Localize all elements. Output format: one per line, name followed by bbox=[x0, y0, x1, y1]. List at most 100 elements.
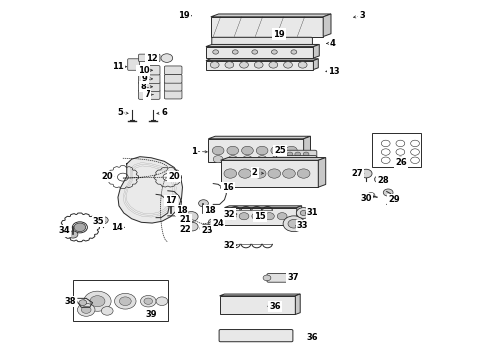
Circle shape bbox=[252, 50, 258, 54]
FancyBboxPatch shape bbox=[267, 274, 294, 282]
Circle shape bbox=[90, 296, 105, 307]
Circle shape bbox=[265, 213, 274, 220]
FancyBboxPatch shape bbox=[164, 75, 182, 83]
Text: 30: 30 bbox=[361, 194, 372, 203]
Circle shape bbox=[288, 220, 300, 228]
Text: 22: 22 bbox=[179, 225, 191, 234]
Ellipse shape bbox=[284, 62, 293, 68]
Circle shape bbox=[81, 306, 91, 313]
Text: 16: 16 bbox=[222, 183, 234, 192]
FancyBboxPatch shape bbox=[139, 54, 160, 62]
Circle shape bbox=[300, 211, 307, 216]
Circle shape bbox=[239, 169, 251, 178]
Ellipse shape bbox=[225, 62, 234, 68]
Text: 4: 4 bbox=[330, 39, 336, 48]
Text: 6: 6 bbox=[161, 108, 167, 117]
Text: 17: 17 bbox=[165, 196, 176, 205]
Circle shape bbox=[227, 146, 239, 155]
Circle shape bbox=[212, 146, 224, 155]
Text: 38: 38 bbox=[64, 297, 76, 306]
Polygon shape bbox=[118, 157, 182, 223]
Text: 9: 9 bbox=[142, 75, 147, 84]
FancyBboxPatch shape bbox=[139, 90, 160, 99]
Text: 14: 14 bbox=[111, 223, 123, 232]
Text: 34: 34 bbox=[58, 226, 70, 235]
Bar bbox=[211, 17, 323, 37]
Text: 32: 32 bbox=[223, 210, 235, 219]
Ellipse shape bbox=[254, 62, 263, 68]
Circle shape bbox=[360, 169, 372, 178]
FancyBboxPatch shape bbox=[212, 37, 313, 46]
Text: 24: 24 bbox=[212, 219, 224, 228]
Circle shape bbox=[303, 157, 309, 162]
Text: 19: 19 bbox=[178, 10, 190, 19]
Circle shape bbox=[226, 213, 236, 220]
FancyBboxPatch shape bbox=[164, 66, 182, 75]
Circle shape bbox=[257, 156, 267, 163]
Text: 36: 36 bbox=[307, 333, 318, 342]
Polygon shape bbox=[220, 158, 326, 160]
Text: 12: 12 bbox=[147, 54, 158, 63]
Circle shape bbox=[156, 297, 168, 306]
Text: 8: 8 bbox=[141, 82, 146, 91]
Circle shape bbox=[291, 50, 297, 54]
Circle shape bbox=[296, 208, 311, 219]
Circle shape bbox=[101, 307, 113, 315]
Text: 5: 5 bbox=[118, 108, 123, 117]
Ellipse shape bbox=[269, 62, 278, 68]
Bar bbox=[224, 208, 297, 225]
Text: 18: 18 bbox=[204, 206, 216, 215]
Circle shape bbox=[239, 213, 249, 220]
Circle shape bbox=[74, 223, 86, 231]
Bar bbox=[73, 280, 168, 320]
Text: 29: 29 bbox=[388, 195, 400, 204]
Circle shape bbox=[186, 222, 198, 231]
Text: 20: 20 bbox=[101, 172, 113, 181]
Text: 21: 21 bbox=[179, 215, 191, 224]
Text: 28: 28 bbox=[377, 176, 389, 185]
Circle shape bbox=[295, 152, 301, 156]
Text: 18: 18 bbox=[176, 206, 187, 215]
Circle shape bbox=[374, 176, 384, 183]
Text: 15: 15 bbox=[254, 212, 266, 221]
Circle shape bbox=[272, 156, 282, 163]
Circle shape bbox=[297, 169, 310, 178]
Circle shape bbox=[232, 50, 238, 54]
Text: 2: 2 bbox=[252, 168, 258, 177]
Text: 27: 27 bbox=[351, 169, 363, 178]
Polygon shape bbox=[297, 206, 302, 225]
Circle shape bbox=[68, 231, 78, 238]
Circle shape bbox=[287, 156, 296, 163]
Circle shape bbox=[213, 156, 223, 163]
Text: 39: 39 bbox=[146, 310, 157, 319]
FancyBboxPatch shape bbox=[139, 82, 160, 91]
Bar bbox=[220, 296, 295, 315]
Circle shape bbox=[242, 146, 253, 155]
Polygon shape bbox=[208, 136, 311, 139]
Polygon shape bbox=[206, 44, 319, 46]
Circle shape bbox=[277, 213, 287, 220]
Circle shape bbox=[367, 193, 375, 198]
Circle shape bbox=[79, 300, 87, 306]
Circle shape bbox=[383, 189, 393, 196]
Circle shape bbox=[287, 152, 293, 156]
Circle shape bbox=[263, 275, 271, 281]
Text: 3: 3 bbox=[359, 11, 365, 20]
Circle shape bbox=[208, 219, 218, 226]
Text: 23: 23 bbox=[201, 226, 213, 235]
Polygon shape bbox=[323, 14, 331, 37]
Circle shape bbox=[213, 50, 219, 54]
Polygon shape bbox=[295, 294, 300, 315]
Circle shape bbox=[224, 169, 237, 178]
Circle shape bbox=[98, 217, 108, 224]
Circle shape bbox=[184, 212, 198, 222]
Circle shape bbox=[163, 174, 172, 181]
Polygon shape bbox=[211, 14, 331, 17]
Circle shape bbox=[268, 169, 281, 178]
Polygon shape bbox=[318, 158, 326, 187]
Polygon shape bbox=[220, 294, 300, 296]
Text: 36: 36 bbox=[270, 302, 281, 311]
Circle shape bbox=[141, 296, 156, 307]
Circle shape bbox=[287, 157, 293, 162]
Text: 32: 32 bbox=[223, 241, 235, 250]
